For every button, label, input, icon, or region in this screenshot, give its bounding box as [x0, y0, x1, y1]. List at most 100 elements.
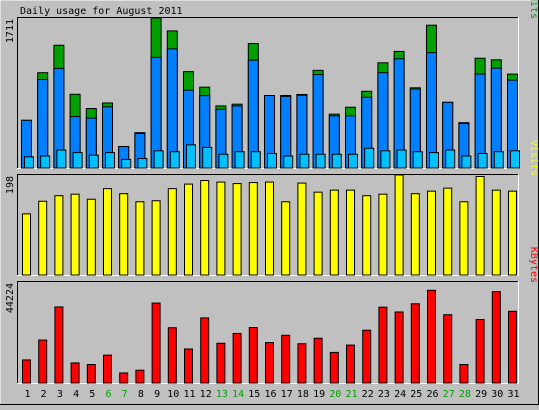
y-axis-max-label: 1711 — [5, 19, 16, 43]
x-tick-label-day-16: 16 — [264, 389, 276, 400]
x-tick-label-day-18: 18 — [297, 389, 309, 400]
bar-pages-day-1 — [24, 156, 34, 169]
bar-pages-day-31 — [510, 150, 520, 169]
bar-kbytes-day-23 — [378, 306, 388, 384]
bar-kbytes-day-12 — [200, 317, 210, 384]
bar-visits-day-5 — [86, 198, 96, 276]
bar-visits-day-15 — [248, 182, 258, 276]
bar-visits-day-25 — [410, 193, 420, 276]
legend-entry: Hits — [528, 0, 539, 19]
bar-visits-day-16 — [265, 181, 274, 276]
bar-pages-day-10 — [169, 151, 180, 169]
bar-visits-day-2 — [38, 200, 48, 276]
bar-kbytes-day-17 — [281, 334, 291, 384]
bar-kbytes-day-21 — [346, 344, 355, 384]
bar-visits-day-7 — [119, 193, 129, 276]
bar-pages-day-19 — [315, 153, 326, 169]
x-tick-label-day-4: 4 — [73, 389, 79, 400]
bar-kbytes-day-13 — [216, 342, 226, 384]
bar-pages-day-22 — [364, 147, 375, 169]
x-tick-label-day-31: 31 — [507, 389, 519, 400]
x-tick-label-day-8: 8 — [138, 389, 144, 400]
bar-kbytes-day-5 — [86, 364, 96, 384]
bar-pages-day-8 — [137, 158, 148, 169]
bar-pages-day-28 — [461, 155, 472, 169]
bar-kbytes-day-27 — [443, 314, 453, 384]
y-axis-max-label: 44224 — [5, 283, 16, 313]
x-tick-label-day-28: 28 — [459, 389, 471, 400]
bar-visits-day-13 — [216, 181, 226, 276]
bar-visits-day-23 — [378, 193, 388, 276]
bar-visits-day-21 — [346, 189, 355, 276]
panel-kbytes: 44224 KBytes — [5, 247, 539, 384]
x-tick-label-day-10: 10 — [167, 389, 179, 400]
bar-visits-day-20 — [329, 189, 339, 276]
bar-pages-day-15 — [250, 151, 261, 169]
bar-kbytes-day-15 — [248, 327, 258, 384]
bar-pages-day-26 — [429, 152, 439, 169]
bar-visits-day-27 — [443, 187, 453, 276]
x-tick-label-day-30: 30 — [491, 389, 503, 400]
bar-pages-day-27 — [445, 149, 456, 169]
x-tick-label-day-1: 1 — [24, 389, 30, 400]
bar-kbytes-day-20 — [329, 351, 339, 384]
bar-pages-day-23 — [380, 150, 391, 169]
x-tick-label-day-17: 17 — [281, 389, 293, 400]
bar-pages-day-13 — [218, 153, 229, 169]
bar-pages-day-16 — [267, 152, 277, 169]
x-tick-label-day-9: 9 — [154, 389, 160, 400]
bar-kbytes-day-25 — [410, 303, 420, 384]
bar-visits-day-8 — [135, 201, 145, 276]
bar-pages-day-24 — [396, 149, 407, 169]
x-tick-label-day-24: 24 — [394, 389, 406, 400]
x-tick-label-day-11: 11 — [183, 389, 195, 400]
x-tick-label-day-25: 25 — [410, 389, 422, 400]
bar-kbytes-day-28 — [459, 364, 469, 384]
x-tick-label-day-23: 23 — [378, 389, 390, 400]
x-tick-label-day-22: 22 — [362, 389, 374, 400]
bar-visits-day-14 — [232, 183, 242, 276]
x-tick-label-day-19: 19 — [313, 389, 325, 400]
bar-kbytes-day-4 — [70, 362, 80, 384]
bar-visits-day-4 — [70, 193, 80, 276]
bar-kbytes-day-6 — [103, 354, 112, 384]
bar-kbytes-day-9 — [151, 302, 161, 384]
bar-kbytes-day-11 — [184, 348, 193, 384]
bar-pages-day-25 — [412, 151, 423, 169]
x-tick-label-day-14: 14 — [232, 389, 244, 400]
x-tick-label-day-7: 7 — [122, 389, 128, 400]
bar-kbytes-day-3 — [54, 306, 64, 384]
panel-visits: 198 Visits — [5, 140, 539, 276]
bar-visits-day-17 — [281, 201, 291, 276]
bar-kbytes-day-7 — [119, 372, 129, 384]
x-tick-label-day-2: 2 — [41, 389, 47, 400]
legend-kbytes: KBytes — [528, 247, 539, 283]
bar-kbytes-day-1 — [22, 359, 31, 384]
bar-kbytes-day-8 — [135, 369, 145, 384]
x-tick-label-day-27: 27 — [443, 389, 455, 400]
bar-visits-day-6 — [103, 188, 112, 276]
bar-pages-day-9 — [153, 150, 164, 169]
legend-entry: KBytes — [528, 247, 539, 283]
bar-pages-day-5 — [88, 154, 99, 169]
bar-pages-day-17 — [283, 155, 294, 169]
bar-pages-day-18 — [299, 153, 310, 169]
bar-kbytes-day-31 — [508, 310, 517, 384]
bar-kbytes-day-16 — [265, 342, 274, 384]
bar-kbytes-day-26 — [427, 289, 436, 384]
bar-pages-day-7 — [121, 158, 132, 169]
bar-visits-day-30 — [491, 189, 501, 276]
bar-visits-day-26 — [427, 190, 436, 276]
bar-kbytes-day-18 — [297, 343, 307, 384]
legend-entry: Visits — [528, 140, 539, 176]
legend-hits-files-pages: Pages/Files/Hits — [528, 0, 539, 19]
bar-visits-day-3 — [54, 195, 64, 276]
bar-pages-day-12 — [202, 146, 213, 169]
chart-title: Daily usage for August 2011 — [20, 6, 183, 17]
bar-visits-day-24 — [394, 174, 404, 276]
bar-kbytes-day-30 — [491, 291, 501, 384]
bar-kbytes-day-19 — [313, 337, 323, 384]
x-axis-labels: 1 2 3 4 5 6 7 8 9 10 11 12 13 14 15 16 17 18 19 20 21 22 23 24 2… — [24, 389, 519, 400]
legend-visits: Visits — [528, 140, 539, 176]
